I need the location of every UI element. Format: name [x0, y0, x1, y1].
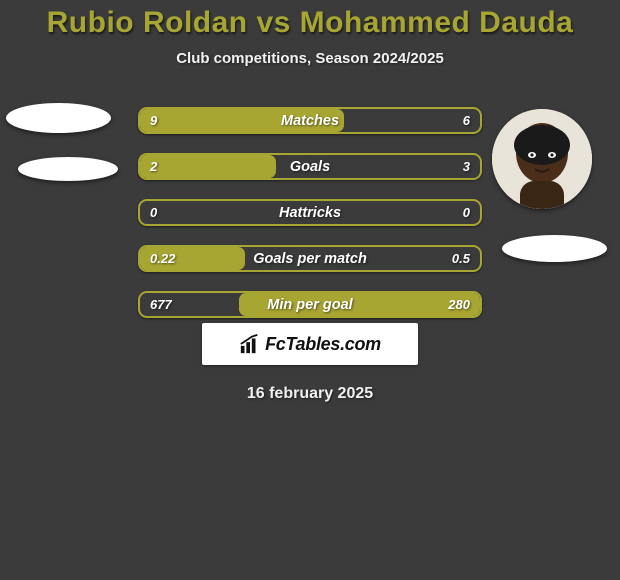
- stat-right-value: 0: [453, 201, 480, 224]
- stat-bar-fill: [140, 155, 276, 178]
- stat-bar-fill: [239, 293, 480, 316]
- stat-left-value: 0: [140, 201, 167, 224]
- stat-right-value: 3: [453, 155, 480, 178]
- infographic-root: Rubio Roldan vs Mohammed Dauda Club comp…: [0, 0, 620, 580]
- stat-bars: 96Matches 23Goals 0 0Hattricks 0.220.5Goals …: [138, 107, 482, 337]
- stat-row: 0 0Hattricks: [138, 199, 482, 226]
- stat-row: 0.220.5Goals per match: [138, 245, 482, 272]
- stat-row: 677280Min per goal: [138, 291, 482, 318]
- stat-bar-fill: [140, 247, 245, 270]
- stat-left-value: 677: [140, 293, 182, 316]
- player2-avatar-icon: [492, 109, 592, 209]
- title: Rubio Roldan vs Mohammed Dauda: [0, 6, 620, 40]
- stat-bar-fill: [140, 109, 344, 132]
- player1-avatar-fragment-1: [6, 103, 111, 133]
- player2-avatar: [492, 109, 592, 209]
- stat-right-value: 0.5: [442, 247, 480, 270]
- player1-avatar-fragment-2: [18, 157, 118, 181]
- subtitle: Club competitions, Season 2024/2025: [0, 50, 620, 67]
- stat-label: Hattricks: [140, 201, 480, 224]
- stat-row: 96Matches: [138, 107, 482, 134]
- stat-right-value: 6: [453, 109, 480, 132]
- stat-row: 23Goals: [138, 153, 482, 180]
- date-label: 16 february 2025: [0, 385, 620, 403]
- player2-club-badge-fragment: [502, 235, 607, 262]
